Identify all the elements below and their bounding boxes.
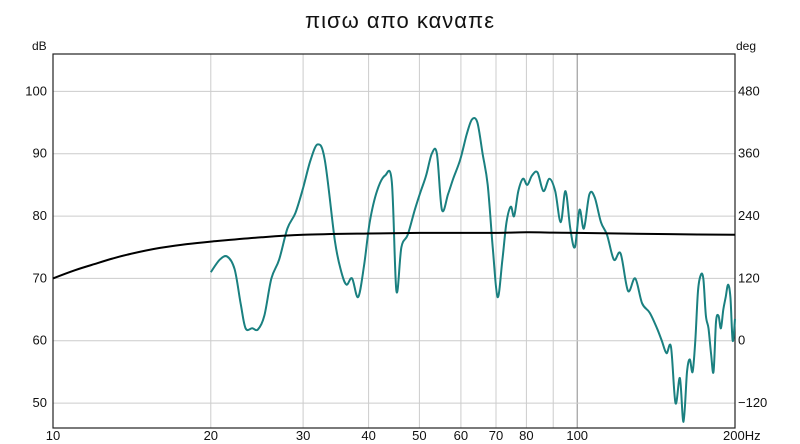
plot-frame <box>52 53 736 429</box>
x-tick-label: 10 <box>46 428 60 443</box>
y-left-unit-label: dB <box>32 39 47 53</box>
magnitude-series-line <box>209 117 736 423</box>
x-tick-label: 100 <box>566 428 588 443</box>
x-tick-label: 70 <box>489 428 503 443</box>
y-left-tick-label: 50 <box>33 395 47 410</box>
y-right-tick-label: 360 <box>738 146 760 161</box>
y-left-tick-label: 60 <box>33 333 47 348</box>
y-right-tick-label: 240 <box>738 208 760 223</box>
y-left-tick-label: 80 <box>33 208 47 223</box>
phase-series-line <box>52 231 736 280</box>
y-right-tick-label: 120 <box>738 270 760 285</box>
x-tick-label: 30 <box>296 428 310 443</box>
x-tick-label: 80 <box>519 428 533 443</box>
x-tick-label: 40 <box>361 428 375 443</box>
x-tick-label: 50 <box>412 428 426 443</box>
y-left-tick-label: 90 <box>33 146 47 161</box>
x-tick-label: 60 <box>454 428 468 443</box>
chart-title: πισω απο καναπε <box>304 8 496 33</box>
x-tick-label: 200Hz <box>723 428 761 443</box>
y-left-tick-label: 70 <box>33 270 47 285</box>
y-right-unit-label: deg <box>736 39 756 53</box>
y-left-tick-label: 100 <box>25 83 47 98</box>
y-right-tick-label: −120 <box>738 395 767 410</box>
y-right-tick-label: 480 <box>738 83 760 98</box>
x-tick-label: 20 <box>204 428 218 443</box>
y-right-tick-label: 0 <box>738 333 745 348</box>
